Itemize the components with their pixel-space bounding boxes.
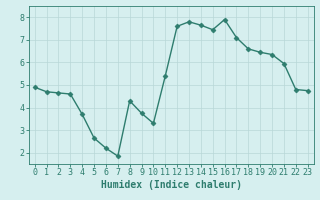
X-axis label: Humidex (Indice chaleur): Humidex (Indice chaleur): [101, 180, 242, 190]
